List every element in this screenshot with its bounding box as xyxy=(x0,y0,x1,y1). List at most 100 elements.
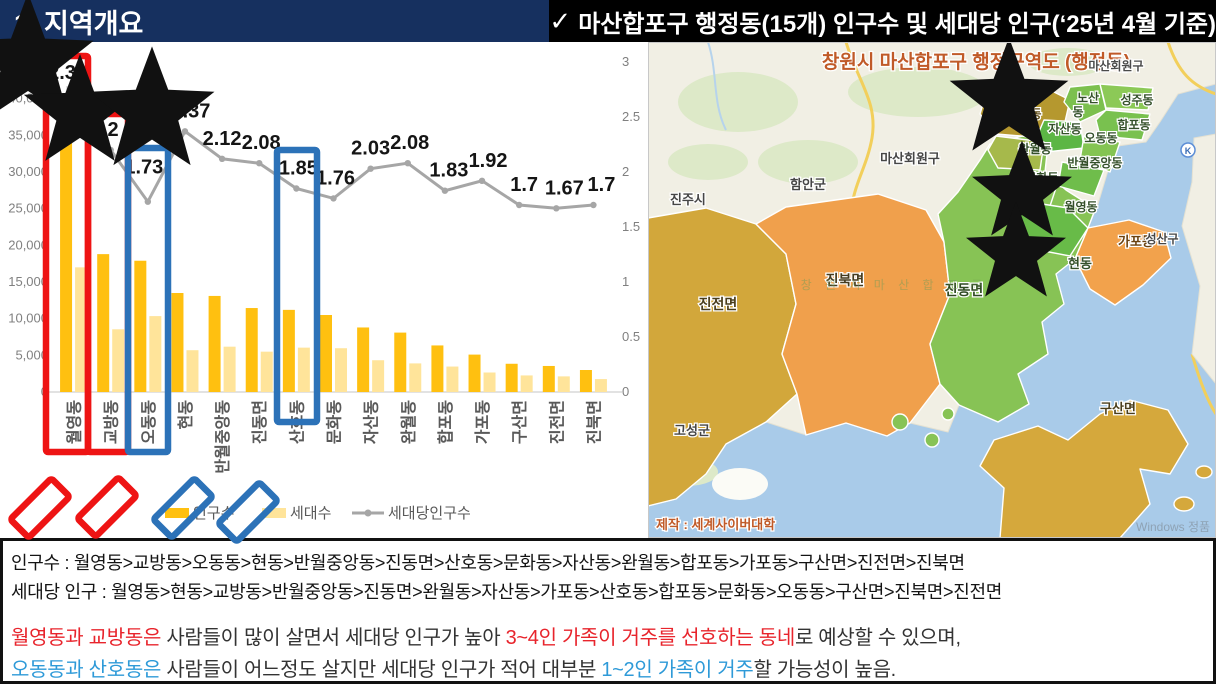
summary-panel: 인구수 : 월영동>교방동>오동동>현동>반월중앙동>진동면>산호동>문화동>자… xyxy=(0,538,1216,684)
per-household-ranking: 세대당 인구 : 월영동>현동>교방동>반월중앙동>진동면>완월동>자산동>가포… xyxy=(11,582,1003,602)
map-label: 고성군 xyxy=(674,423,710,438)
section-title: 1. 지역개요 xyxy=(0,0,550,42)
conclusion-segment: 1~2인 가족이 거주 xyxy=(601,659,754,681)
map-label: 구산면 xyxy=(1100,401,1136,416)
svg-text:현동: 현동 xyxy=(176,400,195,430)
conclusion-line-1: 월영동과 교방동은 사람들이 많이 살면서 세대당 인구가 높아 3~4인 가족… xyxy=(11,621,1205,650)
map-label: 성산구 xyxy=(1145,231,1178,246)
svg-text:세대당인구수: 세대당인구수 xyxy=(388,505,471,522)
svg-text:1.92: 1.92 xyxy=(469,150,508,172)
map-label: Windows 정품 xyxy=(1136,520,1210,534)
page-title: ✓ 마산합포구 행정동(15개) 인구수 및 세대당 인구(‘25년 4월 기준… xyxy=(549,0,1216,42)
map-label: 함안군 xyxy=(790,177,826,192)
svg-text:진동면: 진동면 xyxy=(251,400,269,444)
svg-text:20,000: 20,000 xyxy=(8,237,48,252)
svg-text:1.76: 1.76 xyxy=(316,167,355,189)
star-icon xyxy=(949,42,1069,151)
svg-text:월영동: 월영동 xyxy=(66,400,84,444)
island xyxy=(941,407,955,421)
road-badge-icon: K xyxy=(1180,142,1196,158)
svg-text:15,000: 15,000 xyxy=(8,274,48,289)
island xyxy=(1173,496,1195,512)
bars-인구수 xyxy=(60,93,592,393)
map-label: 노산 xyxy=(1077,90,1099,105)
map-stars xyxy=(949,42,1072,297)
region-gapo xyxy=(1074,219,1172,306)
svg-text:10,000: 10,000 xyxy=(8,311,48,326)
map-label: 진주시 xyxy=(670,192,706,207)
region-odong xyxy=(1079,135,1121,173)
svg-text:45,000: 45,000 xyxy=(8,54,48,69)
map-terrain-light xyxy=(712,468,768,500)
svg-text:합포동: 합포동 xyxy=(437,400,455,444)
svg-text:진북면: 진북면 xyxy=(585,400,603,444)
svg-text:2.5: 2.5 xyxy=(622,109,640,124)
conclusion-segment: 3~4인 가족이 거주를 선호하는 동네 xyxy=(505,627,796,649)
svg-text:2.08: 2.08 xyxy=(390,132,429,154)
svg-text:1.5: 1.5 xyxy=(622,219,640,234)
svg-text:2.2: 2.2 xyxy=(91,119,119,141)
svg-text:1.73: 1.73 xyxy=(124,157,163,179)
map-label: 자산동 xyxy=(1048,121,1081,136)
conclusion-segment: 로 예상할 수 있으며, xyxy=(794,627,961,649)
svg-text:자산동: 자산동 xyxy=(363,400,381,444)
region-happo xyxy=(1095,109,1151,141)
star-icon xyxy=(972,140,1072,236)
svg-text:1.67: 1.67 xyxy=(545,177,584,199)
svg-text:2.12: 2.12 xyxy=(203,128,242,150)
conclusion-line-2: 오동동과 산호동은 사람들이 어느정도 살지만 세대당 인구가 적어 대부분 1… xyxy=(11,653,1205,682)
map-label: 진전면 xyxy=(699,296,738,312)
svg-text:25,000: 25,000 xyxy=(8,201,48,216)
section-title-text: 1. 지역개요 xyxy=(14,8,144,39)
population-chart-svg: 0 5,000 10,000 15,000 20,000 25,000 30,000 35,0… xyxy=(8,54,640,522)
svg-text:진전면: 진전면 xyxy=(548,400,566,444)
map-label: 동 xyxy=(1072,105,1083,119)
map-label: 진동면 xyxy=(945,282,984,298)
population-ranking: 인구수 : 월영동>교방동>오동동>현동>반월중앙동>진동면>산호동>문화동>자… xyxy=(11,553,965,573)
map-terrain xyxy=(658,48,1108,486)
map-label: 제작 : 세계사이버대학 xyxy=(656,517,775,532)
svg-text:구산면: 구산면 xyxy=(511,400,529,444)
svg-text:35,000: 35,000 xyxy=(8,127,48,142)
check-icon: ✓ xyxy=(549,5,572,36)
svg-text:완월동: 완월동 xyxy=(400,400,418,444)
svg-text:문화동: 문화동 xyxy=(325,400,344,444)
svg-text:1.83: 1.83 xyxy=(429,160,468,182)
svg-text:1.7: 1.7 xyxy=(510,174,538,196)
map-label: 가포동 xyxy=(1118,234,1154,249)
svg-text:인구수: 인구수 xyxy=(193,505,234,522)
svg-text:30,000: 30,000 xyxy=(8,164,48,179)
svg-text:가포동: 가포동 xyxy=(474,400,492,444)
svg-text:2.39: 2.39 xyxy=(48,62,87,84)
map-east-shore xyxy=(1181,133,1216,385)
population-chart: 0 5,000 10,000 15,000 20,000 25,000 30,000 35,0… xyxy=(0,42,648,538)
svg-text:K: K xyxy=(1185,146,1192,156)
map-label: 마산회원구 xyxy=(1088,58,1143,73)
svg-text:2.37: 2.37 xyxy=(171,100,210,122)
svg-text:2.08: 2.08 xyxy=(242,132,281,154)
conclusion-segment: 사람들이 어느정도 살지만 세대당 인구가 적어 대부분 xyxy=(166,659,602,681)
svg-text:5,000: 5,000 xyxy=(15,347,48,362)
svg-text:2: 2 xyxy=(622,164,629,179)
conclusion-segment: 할 가능성이 높음. xyxy=(753,659,896,681)
conclusion-segment: 월영동과 교방동은 xyxy=(11,627,167,649)
conclusion-segment: 오동동과 산호동은 xyxy=(11,659,167,681)
map-label: 합포동 xyxy=(1117,117,1150,132)
svg-text:오동동: 오동동 xyxy=(140,400,158,444)
svg-text:2.03: 2.03 xyxy=(351,138,390,160)
map-label: 성주동 xyxy=(1120,93,1153,107)
map-label: 창원시 마산합포구 행정구역도 (행정동) xyxy=(822,51,1130,73)
map-label: 진북면 xyxy=(826,272,865,288)
map-label: 창 원 시 마 산 합 포 구 xyxy=(801,278,988,292)
svg-text:교방동: 교방동 xyxy=(103,400,121,444)
svg-text:0.5: 0.5 xyxy=(622,329,640,344)
chart-legend: 인구수 세대수 세대당인구수 xyxy=(165,505,471,522)
svg-text:1: 1 xyxy=(622,274,629,289)
svg-text:3: 3 xyxy=(622,54,629,69)
svg-text:세대수: 세대수 xyxy=(290,505,331,522)
svg-text:0: 0 xyxy=(622,384,629,399)
district-map: K 창원시 마산합포구 행정구역도 (행정동)마산회원구진주시함안군마산회원구교… xyxy=(648,42,1216,538)
svg-text:1.7: 1.7 xyxy=(588,174,616,196)
conclusion-segment: 사람들이 많이 살면서 세대당 인구가 높아 xyxy=(166,627,506,649)
region-gusan xyxy=(979,399,1189,538)
